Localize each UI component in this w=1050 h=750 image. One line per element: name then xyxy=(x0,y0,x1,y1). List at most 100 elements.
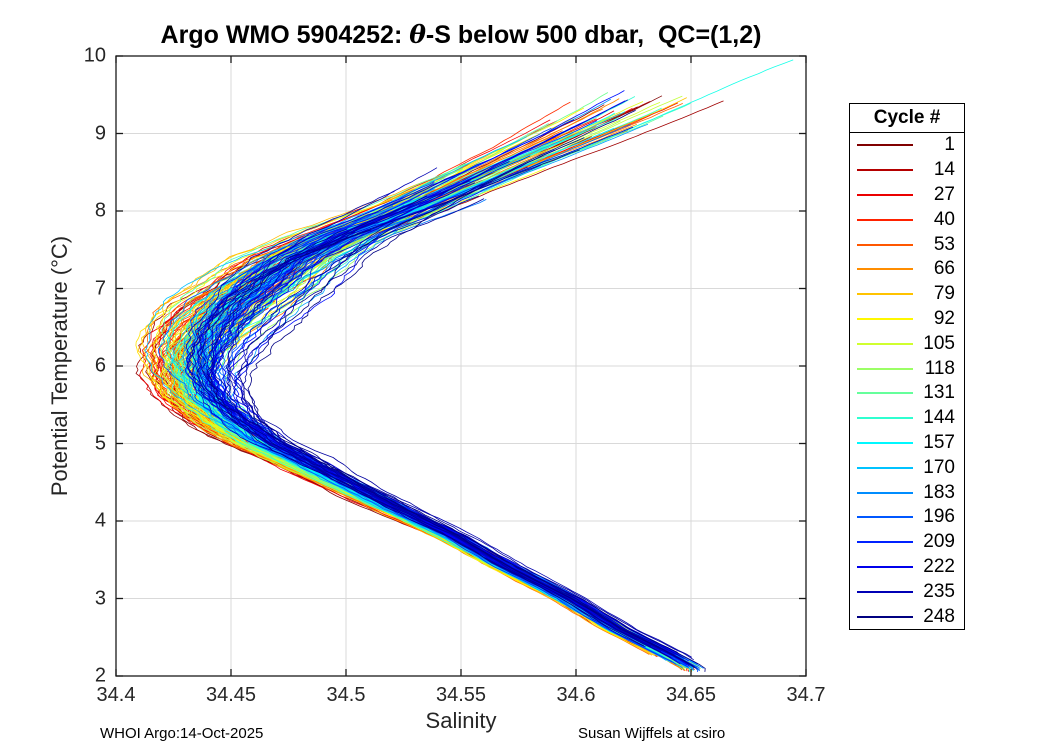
legend-row: 131 xyxy=(850,381,964,406)
legend-row: 1 xyxy=(850,133,964,158)
profile-lines xyxy=(135,59,794,673)
profile-line xyxy=(185,101,681,664)
legend-line-sample xyxy=(857,293,913,296)
legend-line-sample xyxy=(857,590,913,593)
legend-cycle-label: 40 xyxy=(933,208,955,230)
footer-credit-left: WHOI Argo:14-Oct-2025 xyxy=(100,725,264,742)
profile-line xyxy=(207,167,678,653)
legend-row: 118 xyxy=(850,356,964,381)
profile-line xyxy=(194,166,672,652)
x-tick-label: 34.6 xyxy=(556,684,596,706)
profile-line xyxy=(237,110,706,672)
legend-cycle-label: 66 xyxy=(933,258,955,280)
profile-line xyxy=(212,162,691,670)
legend-line-sample xyxy=(857,491,913,494)
x-tick-label: 34.45 xyxy=(205,684,257,706)
profile-line xyxy=(192,169,655,649)
legend-cycle-label: 196 xyxy=(923,506,955,528)
legend-line-sample xyxy=(857,541,913,544)
legend-row: 235 xyxy=(850,579,964,604)
legend-box: Cycle # 1 14 27 40 53 66 79 92 105 118 131 144 157 17… xyxy=(849,103,965,630)
legend-cycle-label: 1 xyxy=(944,134,955,156)
legend-row: 53 xyxy=(850,232,964,257)
legend-cycle-label: 170 xyxy=(923,456,955,478)
profile-line xyxy=(196,149,698,670)
profile-line xyxy=(175,160,684,671)
y-tick-label: 4 xyxy=(94,509,106,532)
x-tick-label: 34.55 xyxy=(435,684,487,706)
y-tick-label: 3 xyxy=(94,587,106,609)
legend-cycle-label: 118 xyxy=(924,357,955,379)
legend-row: 222 xyxy=(850,555,964,580)
profile-line xyxy=(205,155,684,662)
legend-row: 196 xyxy=(850,505,964,530)
legend-cycle-label: 222 xyxy=(923,555,955,577)
profile-line xyxy=(190,167,656,650)
legend-line-sample xyxy=(857,317,913,320)
legend-line-sample xyxy=(857,441,913,444)
legend-row: 66 xyxy=(850,257,964,282)
legend-cycle-label: 14 xyxy=(933,159,955,181)
y-axis-label: Potential Temperature (°C) xyxy=(47,235,72,497)
legend-cycle-label: 131 xyxy=(923,382,955,404)
legend-row: 27 xyxy=(850,183,964,208)
legend-cycle-label: 27 xyxy=(933,183,955,205)
legend-line-sample xyxy=(857,392,913,395)
profile-line xyxy=(178,161,658,655)
profile-line xyxy=(211,90,652,646)
profile-line xyxy=(184,137,688,669)
legend-row: 183 xyxy=(850,480,964,505)
profile-line xyxy=(196,144,694,669)
y-tick-label: 8 xyxy=(94,199,106,222)
legend-line-sample xyxy=(857,516,913,519)
legend-cycle-label: 79 xyxy=(933,283,955,305)
legend-line-sample xyxy=(857,243,913,246)
legend-cycle-label: 144 xyxy=(923,407,955,429)
profile-line xyxy=(166,154,660,655)
profile-line xyxy=(186,182,681,665)
legend-row: 157 xyxy=(850,431,964,456)
footer-credit-right: Susan Wijffels at csiro xyxy=(578,725,726,742)
y-tick-label: 6 xyxy=(94,354,106,377)
legend-cycle-label: 248 xyxy=(923,605,955,627)
x-tick-label: 34.65 xyxy=(665,684,717,706)
legend-row: 79 xyxy=(850,282,964,307)
plot-title: Argo WMO 5904252: θ-S below 500 dbar, QC… xyxy=(116,20,806,50)
y-tick-label: 2 xyxy=(94,664,106,687)
legend-line-sample xyxy=(857,417,913,420)
legend-cycle-label: 183 xyxy=(923,481,955,503)
profile-line xyxy=(211,164,658,650)
legend-line-sample xyxy=(857,169,913,172)
legend-cycle-label: 209 xyxy=(923,531,955,553)
legend-row: 105 xyxy=(850,331,964,356)
y-tick-label: 5 xyxy=(94,432,106,454)
profile-line xyxy=(190,170,689,664)
legend-line-sample xyxy=(857,565,913,568)
legend-title: Cycle # xyxy=(850,104,964,133)
profile-line xyxy=(178,163,687,667)
legend-row: 92 xyxy=(850,307,964,332)
profile-line xyxy=(214,161,651,647)
y-tick-label: 10 xyxy=(83,44,106,67)
legend-cycle-label: 235 xyxy=(923,580,955,602)
y-tick-label: 7 xyxy=(94,277,106,299)
legend-line-sample xyxy=(857,218,913,221)
profile-line xyxy=(179,155,681,666)
legend-rows: 1 14 27 40 53 66 79 92 105 118 131 144 157 170 183 196 2… xyxy=(850,133,964,629)
legend-line-sample xyxy=(857,193,913,196)
profile-line xyxy=(200,229,655,646)
legend-row: 40 xyxy=(850,207,964,232)
profile-line xyxy=(212,165,699,673)
legend-line-sample xyxy=(857,367,913,370)
legend-row: 170 xyxy=(850,455,964,480)
profile-line xyxy=(206,163,678,657)
plot-title-pre: Argo WMO 5904252: xyxy=(160,21,410,49)
profile-line xyxy=(183,133,682,665)
legend-cycle-label: 92 xyxy=(933,307,955,329)
legend-line-sample xyxy=(857,615,913,618)
legend-row: 14 xyxy=(850,158,964,183)
profile-line xyxy=(206,162,663,652)
profile-line xyxy=(217,149,673,656)
